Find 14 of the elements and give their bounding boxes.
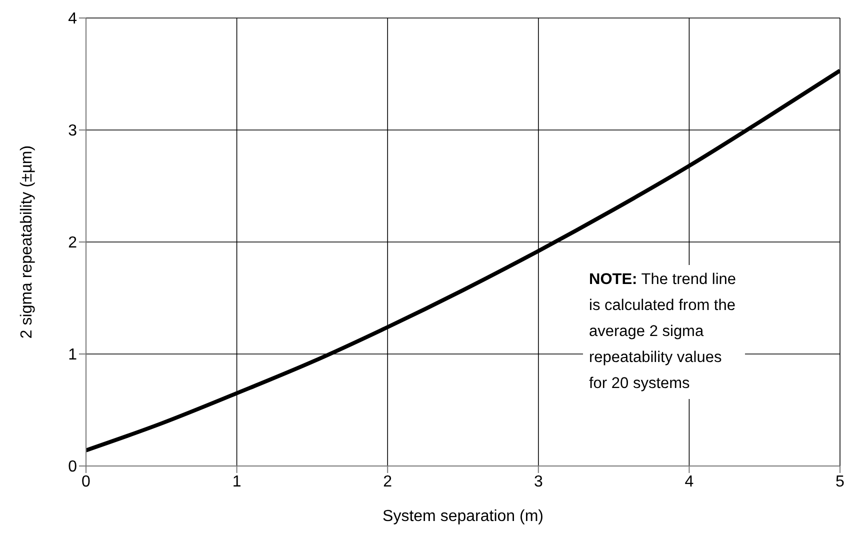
y-tick-label: 4	[68, 10, 78, 28]
x-tick-label: 5	[836, 473, 844, 490]
y-tick-label: 1	[68, 346, 78, 364]
y-tick-label: 3	[68, 122, 78, 140]
x-tick-label: 4	[684, 473, 694, 490]
x-tick-label: 0	[82, 473, 91, 490]
y-tick-label: 2	[68, 234, 78, 252]
x-tick-label: 3	[534, 473, 543, 490]
annotation: NOTE: The trend line is calculated from the average 2 sigma repeatability values for 20 systems	[583, 265, 745, 399]
y-axis-title: 2 sigma repeatability (±µm)	[18, 145, 36, 339]
y-tick-label: 0	[68, 458, 78, 476]
x-tick-label: 1	[232, 473, 242, 490]
x-axis-title: System separation (m)	[382, 508, 544, 525]
x-tick-label: 2	[383, 473, 392, 490]
